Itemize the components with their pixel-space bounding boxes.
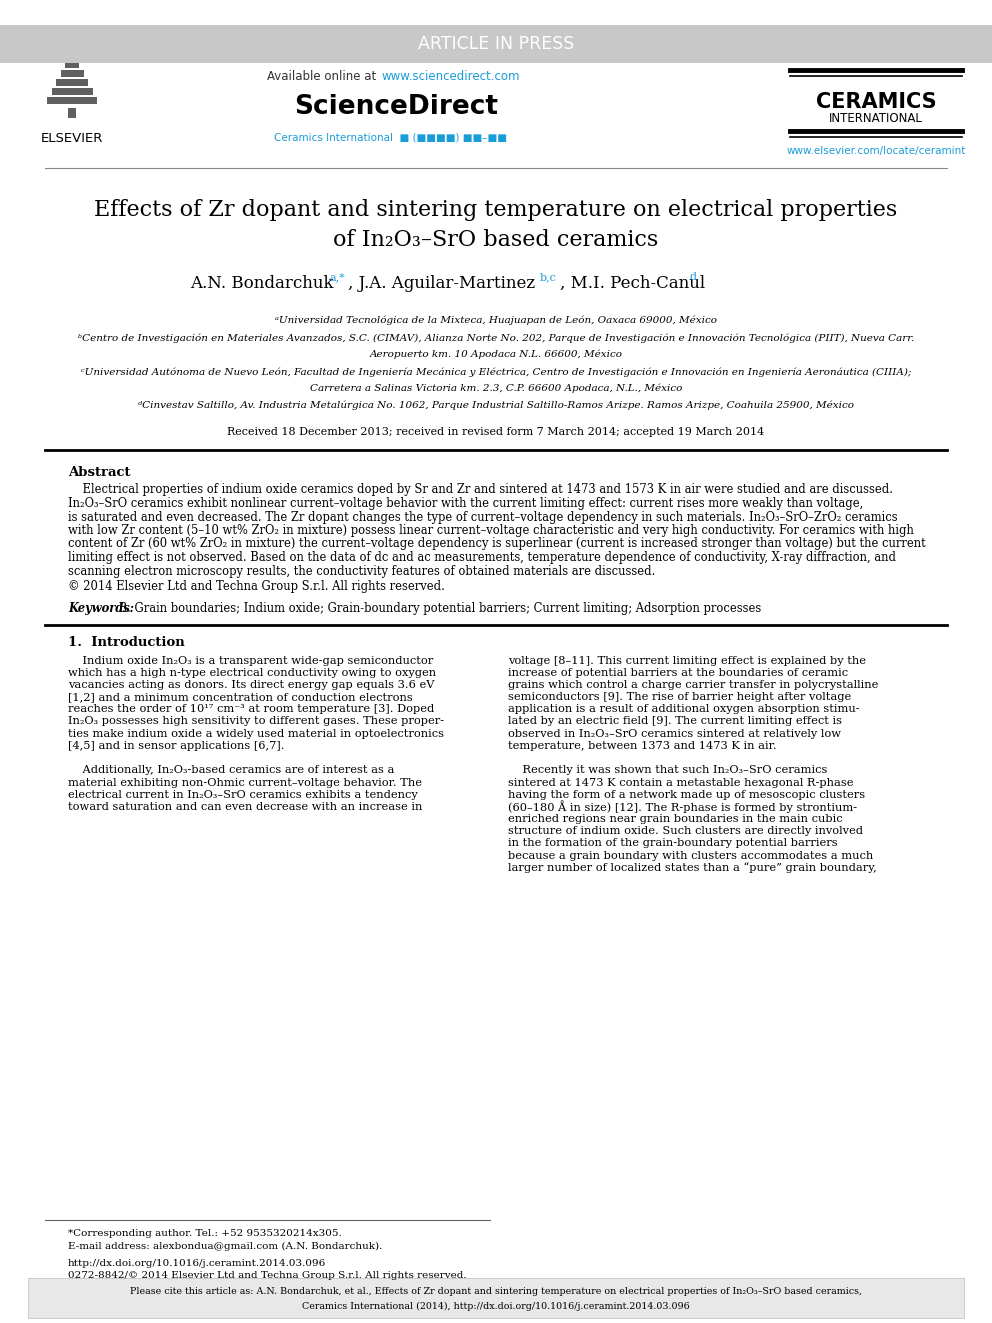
Text: ᵃUniversidad Tecnológica de la Mixteca, Huajuapan de León, Oaxaca 69000, México: ᵃUniversidad Tecnológica de la Mixteca, …	[275, 315, 717, 324]
Text: Ceramics International  ■ (■■■■) ■■–■■: Ceramics International ■ (■■■■) ■■–■■	[274, 134, 507, 143]
Text: in the formation of the grain-boundary potential barriers: in the formation of the grain-boundary p…	[508, 839, 837, 848]
Text: 1.  Introduction: 1. Introduction	[68, 636, 185, 650]
Text: material exhibiting non-Ohmic current–voltage behavior. The: material exhibiting non-Ohmic current–vo…	[68, 778, 422, 787]
Text: Additionally, In₂O₃-based ceramics are of interest as a: Additionally, In₂O₃-based ceramics are o…	[68, 765, 395, 775]
Text: scanning electron microscopy results, the conductivity features of obtained mate: scanning electron microscopy results, th…	[68, 565, 656, 578]
Text: ᵇCentro de Investigación en Materiales Avanzados, S.C. (CIMAV), Alianza Norte No: ᵇCentro de Investigación en Materiales A…	[77, 333, 915, 343]
Text: http://dx.doi.org/10.1016/j.ceramint.2014.03.096: http://dx.doi.org/10.1016/j.ceramint.201…	[68, 1258, 326, 1267]
Text: Please cite this article as: A.N. Bondarchuk, et al., Effects of Zr dopant and s: Please cite this article as: A.N. Bondar…	[130, 1286, 862, 1295]
Text: ScienceDirect: ScienceDirect	[294, 94, 498, 120]
Text: d: d	[690, 273, 697, 282]
Text: Abstract: Abstract	[68, 466, 131, 479]
Text: of In₂O₃–SrO based ceramics: of In₂O₃–SrO based ceramics	[333, 229, 659, 251]
Text: toward saturation and can even decrease with an increase in: toward saturation and can even decrease …	[68, 802, 423, 812]
Text: CERAMICS: CERAMICS	[815, 93, 936, 112]
Text: Received 18 December 2013; received in revised form 7 March 2014; accepted 19 Ma: Received 18 December 2013; received in r…	[227, 427, 765, 437]
Text: Aeropuerto km. 10 Apodaca N.L. 66600, México: Aeropuerto km. 10 Apodaca N.L. 66600, Mé…	[369, 349, 623, 359]
Text: grains which control a charge carrier transfer in polycrystalline: grains which control a charge carrier tr…	[508, 680, 878, 689]
Text: b,c: b,c	[540, 273, 557, 282]
Text: , M.I. Pech-Canul: , M.I. Pech-Canul	[560, 274, 705, 291]
Text: content of Zr (60 wt% ZrO₂ in mixture) the current–voltage dependency is superli: content of Zr (60 wt% ZrO₂ in mixture) t…	[68, 537, 926, 550]
Bar	[65, 61, 79, 67]
Text: a,*: a,*	[330, 273, 346, 282]
Text: © 2014 Elsevier Ltd and Techna Group S.r.l. All rights reserved.: © 2014 Elsevier Ltd and Techna Group S.r…	[68, 579, 444, 593]
Bar	[52, 89, 93, 95]
Text: Carretera a Salinas Victoria km. 2.3, C.P. 66600 Apodaca, N.L., México: Carretera a Salinas Victoria km. 2.3, C.…	[310, 384, 682, 393]
Text: In₂O₃ possesses high sensitivity to different gases. These proper-: In₂O₃ possesses high sensitivity to diff…	[68, 717, 444, 726]
Text: voltage [8–11]. This current limiting effect is explained by the: voltage [8–11]. This current limiting ef…	[508, 655, 866, 665]
Text: increase of potential barriers at the boundaries of ceramic: increase of potential barriers at the bo…	[508, 668, 848, 677]
Text: lated by an electric field [9]. The current limiting effect is: lated by an electric field [9]. The curr…	[508, 717, 842, 726]
Text: reaches the order of 10¹⁷ cm⁻³ at room temperature [3]. Doped: reaches the order of 10¹⁷ cm⁻³ at room t…	[68, 704, 434, 714]
Text: Recently it was shown that such In₂O₃–SrO ceramics: Recently it was shown that such In₂O₃–Sr…	[508, 765, 827, 775]
Text: Keywords:: Keywords:	[68, 602, 134, 615]
Bar	[47, 97, 97, 105]
Text: enriched regions near grain boundaries in the main cubic: enriched regions near grain boundaries i…	[508, 814, 842, 824]
Text: INTERNATIONAL: INTERNATIONAL	[829, 111, 923, 124]
Text: ARTICLE IN PRESS: ARTICLE IN PRESS	[418, 34, 574, 53]
Text: [4,5] and in sensor applications [6,7].: [4,5] and in sensor applications [6,7].	[68, 741, 285, 751]
Bar	[56, 79, 88, 86]
Text: Available online at: Available online at	[267, 70, 380, 82]
Text: E-mail address: alexbondua@gmail.com (A.N. Bondarchuk).: E-mail address: alexbondua@gmail.com (A.…	[68, 1241, 382, 1250]
Text: sintered at 1473 K contain a metastable hexagonal R-phase: sintered at 1473 K contain a metastable …	[508, 778, 853, 787]
Text: application is a result of additional oxygen absorption stimu-: application is a result of additional ox…	[508, 704, 860, 714]
Text: *Corresponding author. Tel.: +52 9535320214x305.: *Corresponding author. Tel.: +52 9535320…	[68, 1229, 342, 1237]
Text: , J.A. Aguilar-Martinez: , J.A. Aguilar-Martinez	[348, 274, 535, 291]
Text: ᶜUniversidad Autónoma de Nuevo León, Facultad de Ingeniería Mecánica y Eléctrica: ᶜUniversidad Autónoma de Nuevo León, Fac…	[80, 368, 912, 377]
Text: In₂O₃–SrO ceramics exhibit nonlinear current–voltage behavior with the current l: In₂O₃–SrO ceramics exhibit nonlinear cur…	[68, 497, 863, 509]
Bar	[61, 70, 84, 77]
Text: (60–180 Å in size) [12]. The R-phase is formed by strontium-: (60–180 Å in size) [12]. The R-phase is …	[508, 800, 857, 814]
Text: [1,2] and a minimum concentration of conduction electrons: [1,2] and a minimum concentration of con…	[68, 692, 413, 703]
Text: limiting effect is not observed. Based on the data of dc and ac measurements, te: limiting effect is not observed. Based o…	[68, 550, 896, 564]
Text: B. Grain boundaries; Indium oxide; Grain-boundary potential barriers; Current li: B. Grain boundaries; Indium oxide; Grain…	[115, 602, 761, 615]
Text: temperature, between 1373 and 1473 K in air.: temperature, between 1373 and 1473 K in …	[508, 741, 777, 751]
Text: ELSEVIER: ELSEVIER	[41, 131, 103, 144]
Text: electrical current in In₂O₃–SrO ceramics exhibits a tendency: electrical current in In₂O₃–SrO ceramics…	[68, 790, 418, 799]
Text: www.sciencedirect.com: www.sciencedirect.com	[382, 70, 521, 82]
Text: 0272-8842/© 2014 Elsevier Ltd and Techna Group S.r.l. All rights reserved.: 0272-8842/© 2014 Elsevier Ltd and Techna…	[68, 1271, 466, 1281]
Text: larger number of localized states than a “pure” grain boundary,: larger number of localized states than a…	[508, 863, 877, 873]
Text: having the form of a network made up of mesoscopic clusters: having the form of a network made up of …	[508, 790, 865, 799]
Text: ties make indium oxide a widely used material in optoelectronics: ties make indium oxide a widely used mat…	[68, 729, 444, 738]
Text: A.N. Bondarchuk: A.N. Bondarchuk	[190, 274, 333, 291]
Text: ᵈCinvestav Saltillo, Av. Industria Metalúrgica No. 1062, Parque Industrial Salti: ᵈCinvestav Saltillo, Av. Industria Metal…	[138, 401, 854, 410]
Text: observed in In₂O₃–SrO ceramics sintered at relatively low: observed in In₂O₃–SrO ceramics sintered …	[508, 729, 841, 738]
Text: www.elsevier.com/locate/ceramint: www.elsevier.com/locate/ceramint	[787, 146, 965, 156]
Text: Indium oxide In₂O₃ is a transparent wide-gap semiconductor: Indium oxide In₂O₃ is a transparent wide…	[68, 655, 434, 665]
Text: because a grain boundary with clusters accommodates a much: because a grain boundary with clusters a…	[508, 851, 873, 861]
Text: which has a high n-type electrical conductivity owing to oxygen: which has a high n-type electrical condu…	[68, 668, 436, 677]
Bar	[28, 1278, 964, 1318]
Text: structure of indium oxide. Such clusters are directly involved: structure of indium oxide. Such clusters…	[508, 827, 863, 836]
Text: Ceramics International (2014), http://dx.doi.org/10.1016/j.ceramint.2014.03.096: Ceramics International (2014), http://dx…	[303, 1302, 689, 1311]
Text: is saturated and even decreased. The Zr dopant changes the type of current–volta: is saturated and even decreased. The Zr …	[68, 511, 898, 524]
Text: vacancies acting as donors. Its direct energy gap equals 3.6 eV: vacancies acting as donors. Its direct e…	[68, 680, 434, 689]
Text: with low Zr content (5–10 wt% ZrO₂ in mixture) possess linear current–voltage ch: with low Zr content (5–10 wt% ZrO₂ in mi…	[68, 524, 914, 537]
Bar	[0, 25, 992, 64]
Bar	[68, 108, 76, 118]
Text: semiconductors [9]. The rise of barrier height after voltage: semiconductors [9]. The rise of barrier …	[508, 692, 851, 703]
Text: Effects of Zr dopant and sintering temperature on electrical properties: Effects of Zr dopant and sintering tempe…	[94, 198, 898, 221]
Text: Electrical properties of indium oxide ceramics doped by Sr and Zr and sintered a: Electrical properties of indium oxide ce…	[68, 483, 893, 496]
